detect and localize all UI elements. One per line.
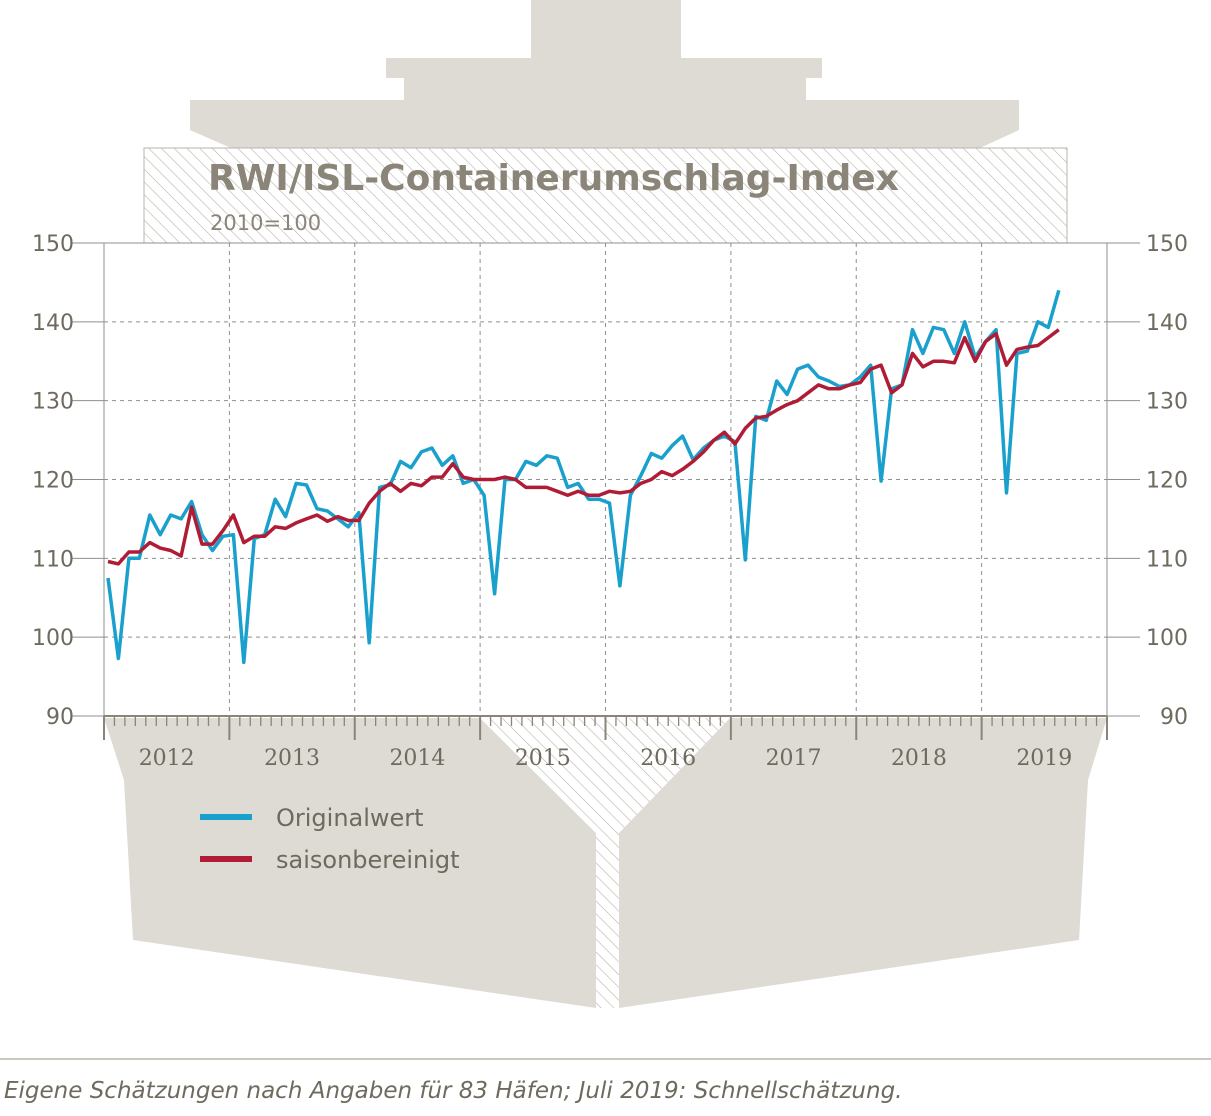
x-tick-label-year: 2016 [640, 746, 696, 771]
x-tick-label-year: 2015 [515, 746, 571, 771]
ship-illustration [104, 0, 1107, 1008]
ship-hatched-bridge [143, 147, 1068, 244]
ship-deck-middle [190, 78, 1019, 148]
x-tick-label-year: 2018 [891, 746, 947, 771]
y-tick-label-right: 110 [1146, 547, 1188, 572]
ship-hull-right [619, 718, 1107, 1008]
series-lines [106, 289, 1061, 665]
y-tick-label-left: 130 [32, 390, 74, 415]
ship-hull-left [104, 718, 596, 1008]
legend-label-saisonbereinigt: saisonbereinigt [276, 846, 460, 874]
legend-label-originalwert: Originalwert [276, 804, 424, 832]
chart-subtitle: 2010=100 [210, 211, 321, 235]
ship-funnel [531, 0, 681, 58]
y-tick-label-right: 90 [1160, 705, 1188, 730]
y-axis-left: 90 100 110 120 130 140 150 [32, 232, 104, 730]
series-line-saisonbereinigt [107, 328, 1060, 566]
x-axis-year-labels: 2012 2013 2014 2015 2016 2017 2018 2019 [139, 746, 1073, 771]
x-tick-label-year: 2017 [766, 746, 822, 771]
y-tick-label-left: 140 [32, 311, 74, 336]
ship-hull-hatch [480, 718, 730, 833]
x-tick-label-year: 2014 [389, 746, 445, 771]
x-tick-label-year: 2012 [139, 746, 195, 771]
y-tick-label-left: 110 [32, 547, 74, 572]
y-tick-label-left: 90 [46, 705, 74, 730]
y-tick-label-left: 150 [32, 232, 74, 257]
x-tick-label-year: 2013 [264, 746, 320, 771]
y-tick-label-right: 100 [1146, 626, 1188, 651]
ship-deck-upper [386, 58, 822, 78]
y-tick-label-left: 100 [32, 626, 74, 651]
footer-note: Eigene Schätzungen nach Angaben für 83 H… [4, 1078, 902, 1104]
y-tick-label-right: 150 [1146, 232, 1188, 257]
ship-keel-hatch [596, 833, 619, 1008]
chart-title: RWI/ISL-Containerumschlag-Index [208, 158, 899, 199]
y-tick-label-right: 120 [1146, 469, 1188, 494]
x-tick-label-year: 2019 [1016, 746, 1072, 771]
x-axis-ticks [103, 715, 1108, 740]
y-tick-label-right: 140 [1146, 311, 1188, 336]
legend: Originalwert saisonbereinigt [200, 804, 460, 874]
y-axis-right: 90 100 110 120 130 140 150 [1107, 232, 1188, 730]
y-tick-label-right: 130 [1146, 390, 1188, 415]
y-tick-label-left: 120 [32, 469, 74, 494]
